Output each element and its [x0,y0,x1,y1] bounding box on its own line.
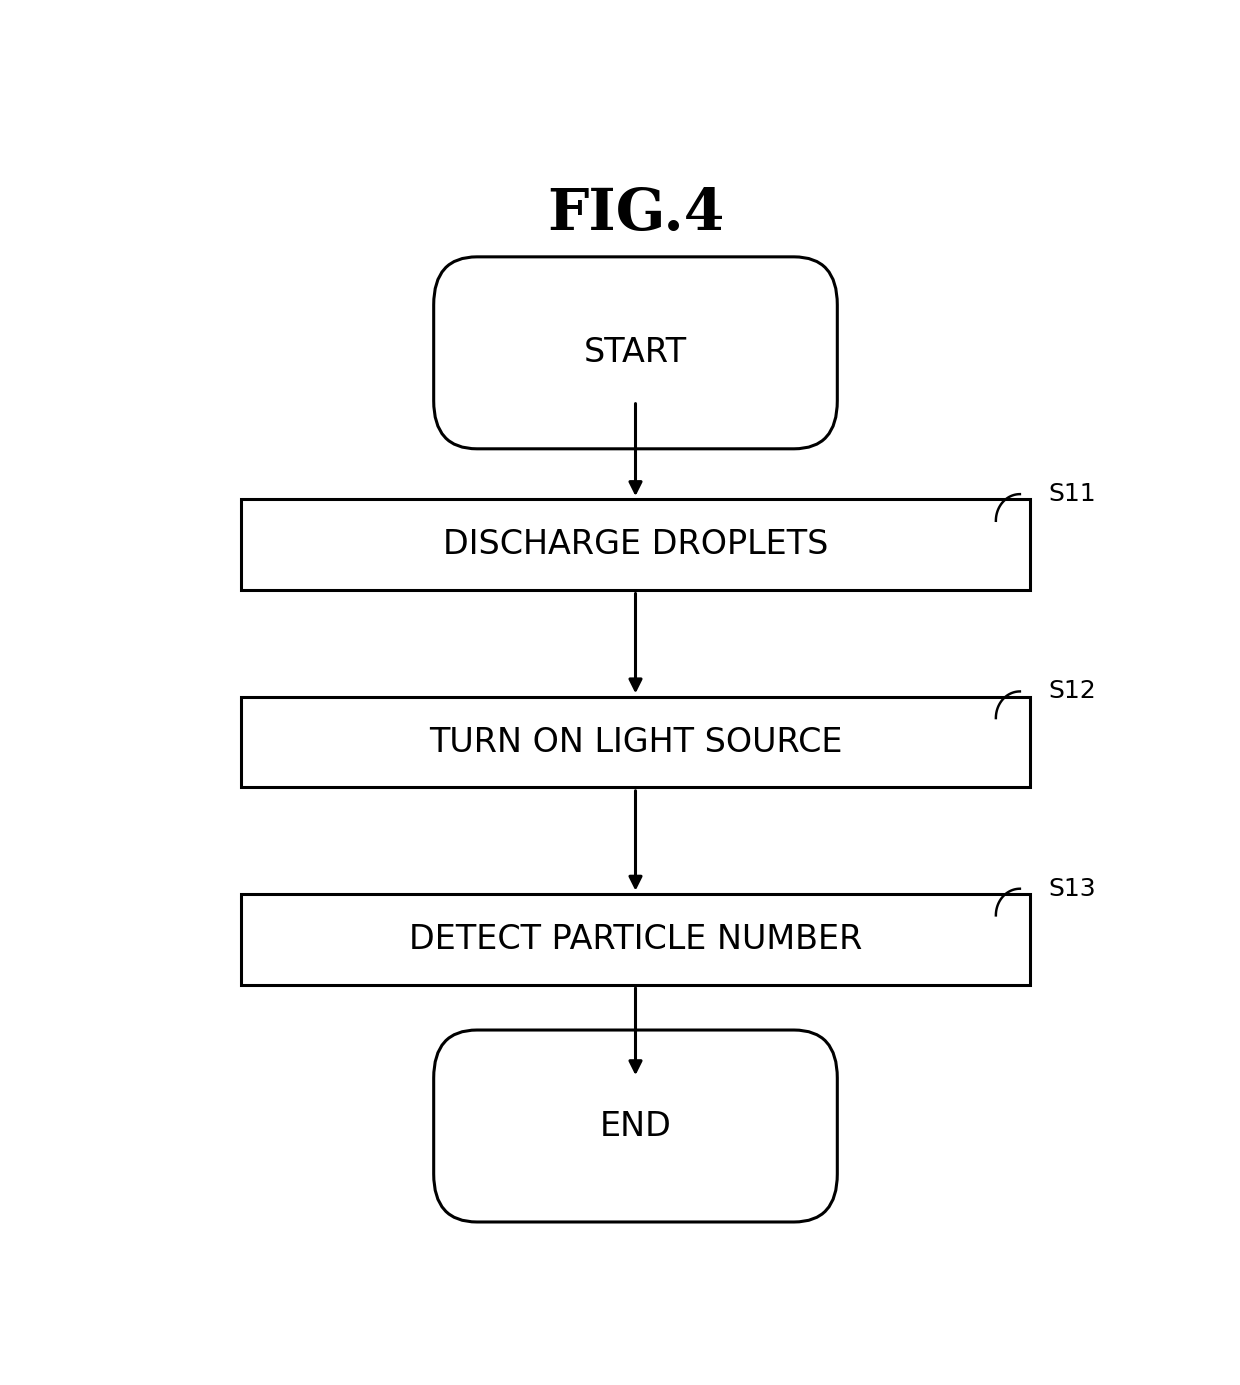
Text: DETECT PARTICLE NUMBER: DETECT PARTICLE NUMBER [409,922,862,956]
FancyBboxPatch shape [434,256,837,449]
Bar [242,895,1029,985]
Text: TURN ON LIGHT SOURCE: TURN ON LIGHT SOURCE [429,726,842,759]
Text: S13: S13 [1049,877,1096,900]
Text: DISCHARGE DROPLETS: DISCHARGE DROPLETS [443,528,828,561]
Text: S11: S11 [1049,482,1096,506]
Text: S12: S12 [1049,680,1096,704]
Text: START: START [584,337,687,370]
Text: FIG.4: FIG.4 [547,186,724,242]
FancyBboxPatch shape [434,1030,837,1222]
Bar [242,697,1029,788]
Text: END: END [600,1109,671,1143]
Bar [242,500,1029,590]
